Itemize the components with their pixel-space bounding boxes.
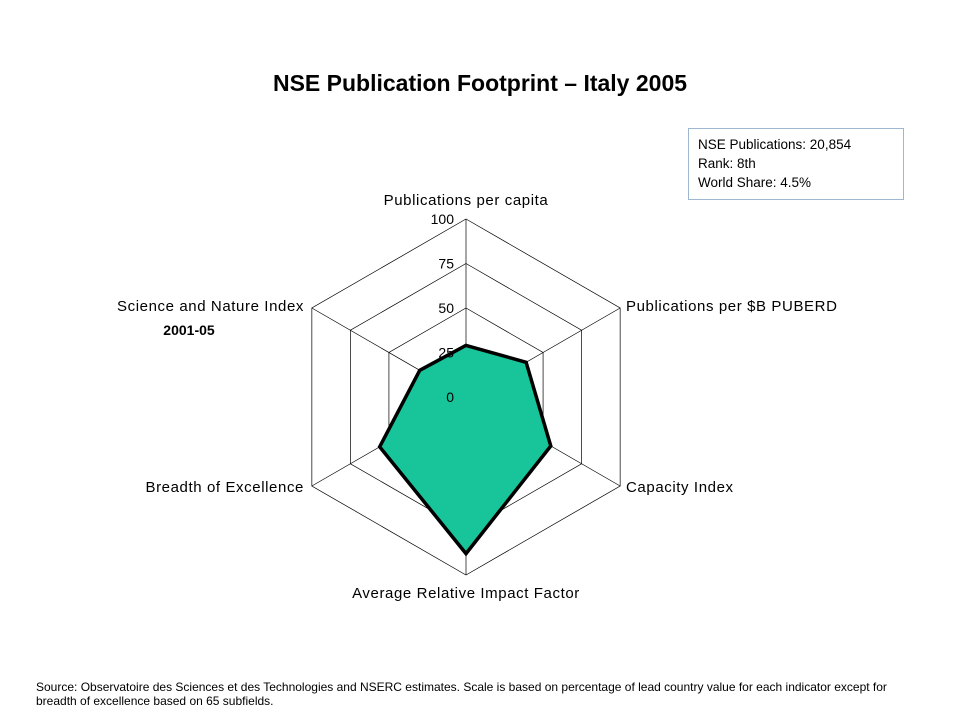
tick-label: 75 xyxy=(438,256,454,272)
data-point xyxy=(549,444,553,448)
series-area xyxy=(377,343,553,557)
data-point xyxy=(418,368,422,372)
axis-label: Breadth of Excellence xyxy=(145,479,304,496)
axis-label: Capacity Index xyxy=(626,479,734,496)
tick-label: 25 xyxy=(438,345,454,361)
data-point xyxy=(464,343,468,347)
data-point xyxy=(378,445,382,449)
data-point xyxy=(524,360,528,364)
source-note: Source: Observatoire des Sciences et des… xyxy=(36,680,887,708)
axis-label: Average Relative Impact Factor xyxy=(352,585,580,602)
tick-label: 0 xyxy=(446,389,454,405)
world-share: World Share: 4.5% xyxy=(698,175,812,190)
rank: Rank: 8th xyxy=(698,156,756,171)
data-point xyxy=(464,552,468,556)
axis-label: Science and Nature Index xyxy=(117,298,304,315)
chart-title: NSE Publication Footprint – Italy 2005 xyxy=(272,70,688,96)
tick-label: 50 xyxy=(438,300,454,316)
publications-count: NSE Publications: 20,854 xyxy=(698,137,852,152)
tick-label: 100 xyxy=(431,211,455,227)
axis-sublabel: 2001-05 xyxy=(163,322,215,338)
axis-label: Publications per capita xyxy=(384,192,549,209)
axis-label: Publications per $B PUBERD xyxy=(626,298,838,315)
info-box: NSE Publications: 20,854 Rank: 8th World… xyxy=(688,128,904,200)
